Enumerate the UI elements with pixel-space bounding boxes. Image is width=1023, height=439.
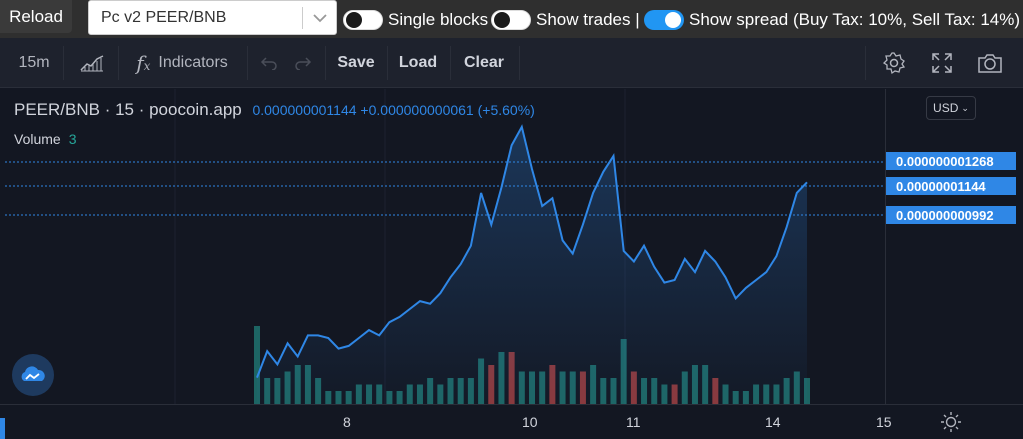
gear-icon: [882, 52, 906, 75]
indicators-label: Indicators: [158, 54, 228, 71]
fullscreen-icon: [932, 53, 952, 73]
price-axis[interactable]: [885, 89, 1023, 404]
show-trades-label: Show trades |: [536, 10, 640, 29]
load-button[interactable]: Load: [398, 54, 438, 71]
currency-select[interactable]: USD ⌄: [926, 96, 976, 120]
chevron-down-icon: ⌄: [961, 102, 969, 113]
single-blocks-label: Single blocks: [388, 10, 489, 29]
show-trades-toggle[interactable]: [491, 10, 531, 30]
chart-style-button[interactable]: [68, 38, 116, 88]
price-line: [256, 124, 808, 378]
chart-widget: 15m fx Indicators Save Load Clear: [0, 38, 1023, 439]
cloud-logo-icon: [21, 366, 45, 381]
time-label: 10: [522, 414, 538, 430]
volume-legend: Volume 3: [14, 131, 77, 147]
fx-icon: fx: [136, 51, 151, 75]
time-label: 11: [626, 414, 641, 430]
poocoin-logo-button[interactable]: [12, 354, 54, 396]
redo-button[interactable]: [289, 38, 317, 88]
clear-button[interactable]: Clear: [463, 54, 505, 71]
volume-label: Volume: [14, 131, 61, 147]
save-button[interactable]: Save: [337, 54, 375, 71]
currency-label: USD: [933, 101, 959, 115]
volume-value: 3: [68, 131, 77, 147]
undo-icon: [260, 57, 277, 70]
chart-toolbar: 15m fx Indicators Save Load Clear: [0, 38, 1023, 88]
camera-icon: [978, 54, 1002, 73]
show-spread-label: Show spread (Buy Tax: 10%, Sell Tax: 14%…: [689, 10, 1021, 29]
chart-style-icon: [80, 55, 104, 72]
pair-select-value: Pc v2 PEER/BNB: [101, 9, 227, 26]
screenshot-button[interactable]: [968, 38, 1012, 88]
sun-icon[interactable]: [940, 411, 962, 433]
price-chart[interactable]: [5, 89, 885, 404]
settings-button[interactable]: [872, 38, 916, 88]
indicators-button[interactable]: fx Indicators: [122, 38, 242, 88]
interval-button[interactable]: 15m: [18, 54, 50, 71]
top-controls: Reload Pc v2 PEER/BNB Single blocks Show…: [0, 0, 1023, 38]
price-tag-high: 0.000000001268: [886, 152, 1016, 170]
fullscreen-button[interactable]: [920, 38, 964, 88]
time-label: 8: [343, 414, 351, 430]
undo-button[interactable]: [255, 38, 283, 88]
pair-select[interactable]: Pc v2 PEER/BNB: [88, 0, 337, 35]
reload-button[interactable]: Reload: [0, 0, 72, 33]
time-axis[interactable]: 8 10 11 14 15: [0, 404, 1023, 439]
time-label: 14: [765, 414, 781, 430]
price-tag-last: 0.00000001144: [886, 177, 1016, 195]
show-spread-toggle[interactable]: [644, 10, 684, 30]
price-area: [257, 126, 807, 404]
single-blocks-toggle[interactable]: [343, 10, 383, 30]
time-label: 15: [876, 414, 892, 430]
redo-icon: [295, 57, 312, 70]
side-indicator: [0, 418, 5, 439]
symbol-info: PEER/BNB · 15 · poocoin.app: [14, 100, 242, 119]
select-divider: [302, 7, 303, 29]
symbol-legend: PEER/BNB · 15 · poocoin.app 0.0000000011…: [14, 100, 535, 120]
price-change: 0.000000001144 +0.000000000061 (+5.60%): [252, 102, 535, 118]
chevron-down-icon: [313, 14, 327, 23]
price-tag-low: 0.000000000992: [886, 206, 1016, 224]
volume-bar: [254, 326, 260, 404]
